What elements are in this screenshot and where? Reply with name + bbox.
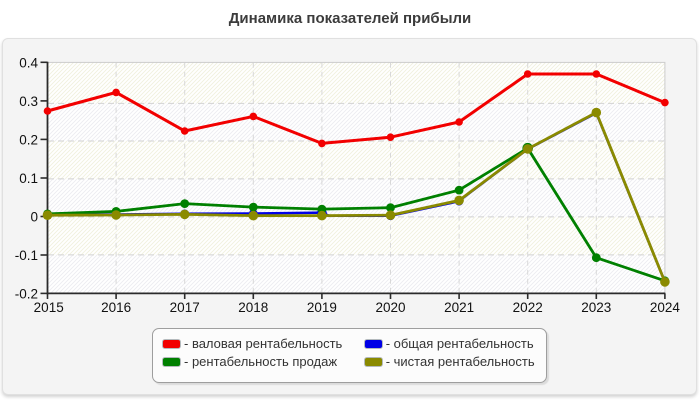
svg-text:-0.2: -0.2 (15, 286, 38, 301)
svg-text:2015: 2015 (34, 300, 64, 315)
svg-text:0.1: 0.1 (19, 171, 38, 186)
svg-text:2018: 2018 (238, 300, 268, 315)
svg-text:2016: 2016 (101, 300, 131, 315)
svg-text:0.4: 0.4 (19, 55, 38, 70)
svg-text:0.2: 0.2 (19, 132, 38, 147)
svg-text:2020: 2020 (375, 300, 405, 315)
svg-text:0.3: 0.3 (19, 94, 38, 109)
svg-text:2024: 2024 (650, 300, 681, 315)
svg-text:-0.1: -0.1 (15, 248, 38, 263)
svg-text:0: 0 (30, 210, 38, 225)
svg-text:2019: 2019 (307, 300, 337, 315)
svg-text:2021: 2021 (444, 300, 474, 315)
svg-text:2022: 2022 (513, 300, 543, 315)
svg-text:2023: 2023 (581, 300, 611, 315)
svg-text:2017: 2017 (170, 300, 200, 315)
